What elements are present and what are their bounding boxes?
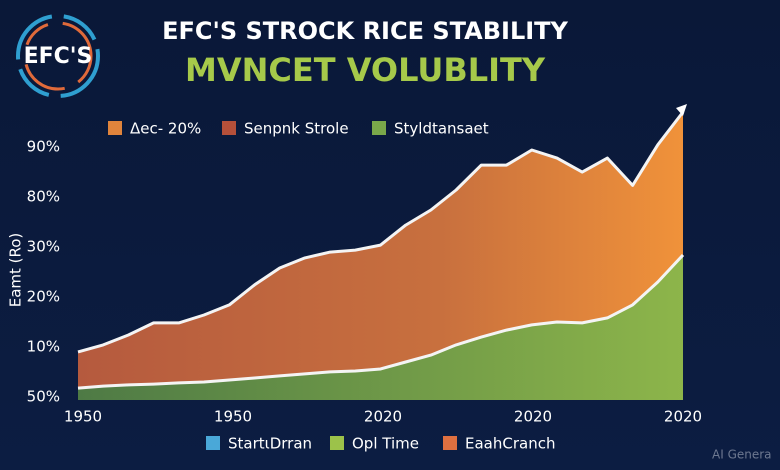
- chart-subtitle: MVNCET VOLUBLITY: [185, 51, 546, 89]
- legend-label: Senpnk Strole: [244, 120, 349, 138]
- area-line: [77, 111, 685, 354]
- legend-swatch: [222, 121, 236, 135]
- x-tick-label: 2020: [514, 408, 552, 426]
- y-tick-label: 30%: [27, 238, 60, 256]
- legend-swatch: [443, 436, 457, 450]
- area-line: [77, 253, 685, 390]
- x-tick-label: 1950: [64, 408, 102, 426]
- y-tick-label: 90%: [27, 138, 60, 156]
- arrow-head: [676, 104, 687, 116]
- watermark: AI Genera: [712, 448, 772, 462]
- legend-label: Opl Time: [352, 435, 419, 453]
- y-tick-label: 10%: [27, 338, 60, 356]
- legend-label: Styldtansaet: [394, 120, 489, 138]
- legend-swatch: [372, 121, 386, 135]
- y-axis-title: Eamt (Ro): [7, 233, 25, 308]
- logo-ring: [16, 14, 100, 98]
- legend-swatch: [206, 436, 220, 450]
- x-tick-label: 1950: [214, 408, 252, 426]
- logo-ring: [23, 21, 93, 91]
- x-tick-label: 2020: [664, 408, 702, 426]
- legend-swatch: [108, 121, 122, 135]
- logo: EFC'S: [16, 14, 100, 98]
- legend-label: StartιDrran: [228, 435, 312, 453]
- logo-text: EFC'S: [24, 44, 93, 69]
- y-tick-label: 80%: [27, 188, 60, 206]
- x-tick-label: 2020: [364, 408, 402, 426]
- area: [78, 255, 683, 400]
- chart-title: EFC'S STROCK RICE STABILITY: [162, 17, 568, 45]
- y-tick-label: 50%: [27, 388, 60, 406]
- y-tick-label: 20%: [27, 288, 60, 306]
- legend-label: Δec- 20%: [130, 120, 201, 138]
- plot-area: [77, 104, 687, 400]
- legend-swatch: [330, 436, 344, 450]
- legend-label: EaahCranch: [465, 435, 555, 453]
